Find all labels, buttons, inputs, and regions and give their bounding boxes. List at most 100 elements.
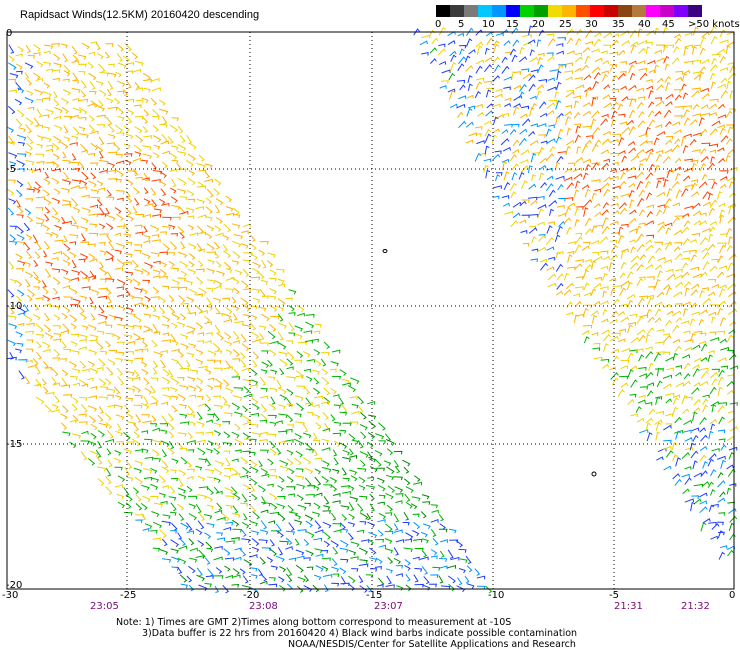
wind-barb [674,416,682,424]
wind-barb [159,306,166,315]
wind-barb [618,226,624,235]
wind-barb [654,264,663,271]
wind-barb [420,531,428,538]
wind-barb [51,404,59,410]
wind-barb [710,423,716,431]
wind-barb [655,97,663,101]
wind-barb [160,275,168,280]
wind-barb [296,385,306,390]
wind-barb [656,209,663,217]
wind-barb [117,475,126,483]
wind-barb [545,167,553,172]
wind-barb [115,358,123,363]
wind-barb [195,206,204,210]
wind-barb [43,324,52,333]
wind-barb [107,124,115,133]
wind-barb [171,178,177,187]
wind-barb [619,272,626,279]
wind-barb [646,390,654,397]
wind-barb [602,309,608,316]
wind-barb [249,567,258,572]
wind-barb [45,68,54,73]
y-label: -20 [6,580,22,591]
wind-barb [537,208,544,218]
wind-barb [456,79,466,84]
wind-barb [232,250,241,259]
wind-barb [385,584,395,588]
wind-barb [430,58,437,64]
wind-barb [206,188,214,198]
wind-barb [16,180,24,188]
wind-barb [635,225,642,234]
wind-barb [556,225,563,235]
wind-barb [690,249,697,254]
wind-barb [665,227,672,235]
wind-barb [648,163,655,172]
wind-barb [213,404,223,410]
wind-barb [405,532,414,540]
wind-barb [684,44,693,49]
wind-barb [268,349,277,357]
wind-barb [125,80,132,89]
wind-barb [233,395,243,401]
wind-barb [141,402,150,410]
wind-barb [152,115,160,120]
wind-barb [594,32,602,38]
wind-barb [168,369,174,378]
wind-barb [105,422,112,429]
wind-barb [89,339,98,344]
wind-barb [682,250,691,254]
wind-barb [691,232,701,237]
wind-barb [385,512,393,516]
wind-barb [295,468,304,473]
wind-barb [114,207,122,214]
wind-barb [51,231,59,239]
wind-barb [90,196,101,201]
wind-barb [248,504,257,513]
wind-barb [693,357,702,363]
wind-barb [601,225,610,235]
wind-barb [412,556,420,561]
wind-barb [223,223,231,233]
wind-barb [582,330,590,336]
wind-barb [294,359,303,364]
wind-barb [618,338,626,343]
wind-barb [609,175,619,180]
wind-barb [232,340,240,344]
wind-barb [321,466,332,473]
wind-barb [430,529,437,537]
wind-barb [709,128,718,136]
wind-barb [9,73,19,79]
wind-barb [611,110,618,120]
wind-barb [684,184,693,188]
wind-barb [719,67,729,72]
wind-barb [654,419,663,425]
wind-barb [395,539,405,543]
wind-barb [70,341,78,347]
wind-barb [278,322,287,329]
wind-barb [116,286,124,291]
wind-barb [189,394,197,399]
wind-barb [7,315,17,320]
wind-barb [620,193,630,197]
wind-barb [125,412,134,420]
wind-barb [24,62,34,70]
wind-barb [591,66,601,74]
wind-barb [250,314,258,321]
wind-barb [14,98,23,106]
wind-barb [160,261,167,268]
wind-barb [530,123,538,127]
wind-barb [466,107,473,117]
wind-barb [601,138,610,145]
wind-barb [170,477,179,482]
wind-barb [574,67,582,73]
wind-barb [96,466,107,472]
wind-barb [483,164,489,173]
wind-barb [16,134,27,141]
wind-barb [709,98,719,103]
wind-barb [700,343,708,352]
wind-barb [177,503,185,511]
wind-barb [663,259,673,264]
wind-barb [62,89,71,96]
wind-barb [223,450,231,455]
